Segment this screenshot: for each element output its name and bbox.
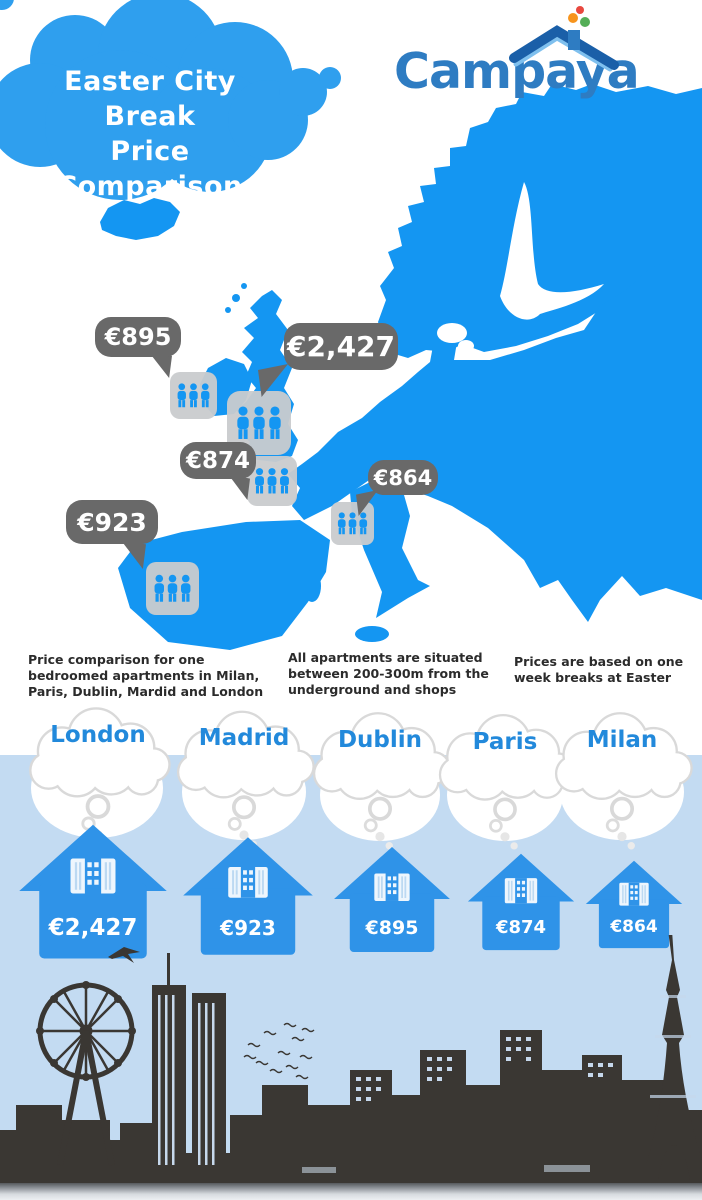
house-price: €895 bbox=[365, 916, 419, 939]
house-madrid: €923 bbox=[182, 834, 314, 957]
footer-strip bbox=[0, 1183, 702, 1200]
house-price: €864 bbox=[610, 917, 658, 938]
house-paris: €874 bbox=[467, 851, 575, 952]
title-cloud-shape bbox=[0, 0, 341, 200]
city-label: Madrid bbox=[198, 725, 290, 751]
map-price: €923 bbox=[77, 507, 147, 537]
thought-cloud-dublin: Dublin bbox=[306, 703, 454, 859]
city-label: Dublin bbox=[337, 727, 423, 753]
note-duration: Prices are based on one week breaks at E… bbox=[514, 654, 684, 685]
map-price: €895 bbox=[104, 323, 172, 351]
map-price: €874 bbox=[185, 447, 250, 474]
map-mainland bbox=[288, 252, 702, 622]
people-icon bbox=[146, 562, 199, 615]
city-label: Milan bbox=[586, 727, 658, 753]
eiffel-tower-icon bbox=[646, 935, 702, 1180]
map-baltic-sea bbox=[500, 182, 604, 320]
city-skyline bbox=[0, 935, 702, 1185]
house-price: €874 bbox=[495, 916, 547, 938]
title-line-2: Price Comparison bbox=[57, 136, 243, 202]
thought-cloud-london: London bbox=[22, 698, 174, 858]
price-bubble: €923 bbox=[66, 500, 158, 544]
price-bubble: €895 bbox=[95, 317, 181, 357]
chimney-dots-icon bbox=[568, 6, 590, 27]
price-bubble: €2,427 bbox=[284, 323, 398, 370]
city-label: Paris bbox=[472, 729, 538, 755]
page-title: Easter City Break Price Comparison bbox=[14, 64, 286, 204]
title-cloud: Easter City Break Price Comparison bbox=[0, 0, 345, 205]
roof-icon bbox=[509, 25, 619, 72]
note-location: All apartments are situated between 200-… bbox=[288, 650, 489, 697]
plane-icon bbox=[108, 947, 140, 963]
twin-towers-icon bbox=[152, 985, 186, 1181]
price-bubble: €874 bbox=[180, 442, 256, 479]
note-apartments: Price comparison for one bedroomed apart… bbox=[28, 652, 264, 699]
map-price: €2,427 bbox=[286, 330, 396, 363]
title-line-1: Easter City Break bbox=[64, 66, 236, 132]
thought-cloud-paris: Paris bbox=[432, 705, 578, 859]
house-milan: €864 bbox=[585, 858, 683, 950]
birds-icon bbox=[243, 1022, 315, 1080]
house-price: €923 bbox=[220, 915, 276, 940]
map-iberia bbox=[118, 520, 330, 650]
house-dublin: €895 bbox=[333, 844, 451, 954]
price-bubble: €864 bbox=[368, 460, 438, 495]
house-price: €2,427 bbox=[48, 915, 138, 942]
thought-cloud-madrid: Madrid bbox=[170, 701, 318, 858]
map-scandinavia bbox=[378, 84, 702, 358]
map-price: €864 bbox=[373, 465, 433, 490]
map-iceland bbox=[100, 198, 180, 240]
ferris-wheel-icon bbox=[36, 981, 136, 1166]
people-icon bbox=[170, 372, 217, 419]
thought-cloud-milan: Milan bbox=[548, 703, 696, 859]
city-label: London bbox=[50, 722, 146, 748]
house-london: €2,427 bbox=[18, 821, 168, 961]
people-icon bbox=[331, 502, 374, 545]
campaya-logo: Campaya bbox=[394, 6, 640, 100]
